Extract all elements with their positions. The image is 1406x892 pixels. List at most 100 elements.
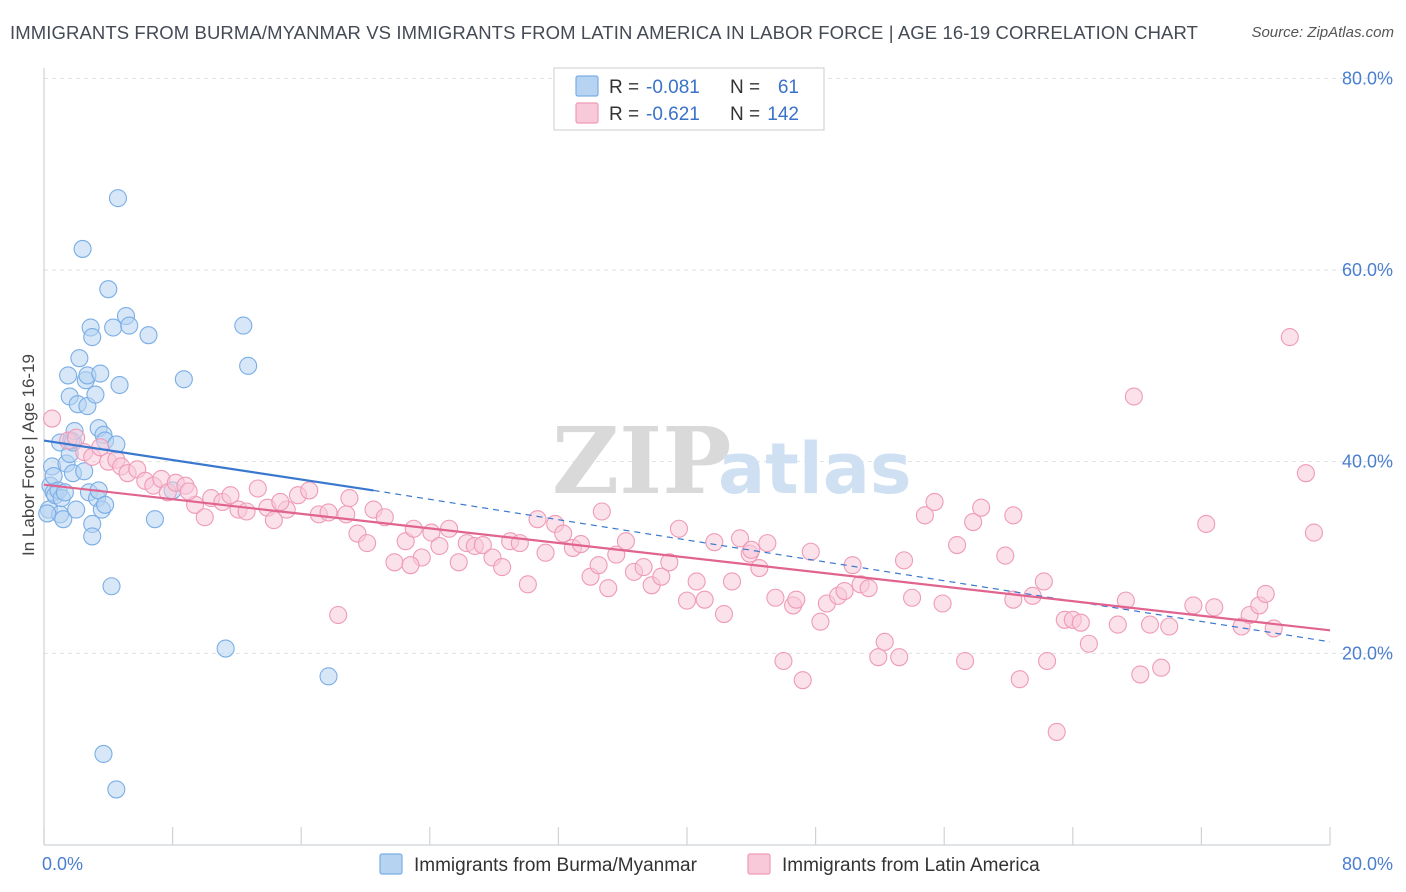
point-burma (73, 239, 92, 258)
point-latin-america (599, 579, 618, 598)
point-latin-america (404, 519, 423, 538)
point-burma (120, 316, 139, 335)
point-latin-america (1280, 328, 1299, 347)
trend-line-latin-america (43, 483, 1331, 632)
point-latin-america (195, 508, 214, 527)
point-burma (139, 326, 158, 345)
point-latin-america (1124, 387, 1143, 406)
point-latin-america (742, 540, 761, 559)
legend-r-value: -0.081 (646, 77, 700, 98)
point-latin-america (42, 409, 62, 428)
point-burma (99, 280, 118, 299)
point-latin-america (1296, 464, 1315, 483)
point-latin-america (933, 594, 952, 613)
point-latin-america (1256, 584, 1275, 603)
point-burma (91, 364, 110, 383)
point-burma (234, 316, 253, 335)
point-latin-america (948, 536, 967, 555)
point-latin-america (915, 506, 934, 525)
point-latin-america (1004, 506, 1023, 525)
point-latin-america (1108, 615, 1127, 634)
watermark-atlas: atlas (718, 428, 912, 510)
point-latin-america (449, 553, 468, 572)
point-latin-america (714, 604, 734, 624)
series-latin-america-points (42, 328, 1323, 741)
y-tick-label: 60.0% (1342, 260, 1393, 280)
point-burma (38, 504, 57, 523)
legend-r-label: R = (609, 104, 639, 125)
point-burma (70, 349, 89, 368)
legend: R = -0.081 N = 61 R = -0.621 N = 142 (553, 67, 825, 131)
point-latin-america (237, 502, 256, 521)
point-latin-america (859, 579, 878, 598)
point-latin-america (1071, 613, 1090, 632)
y-axis-label: In Labor Force | Age 16-19 (19, 354, 38, 556)
point-latin-america (730, 529, 750, 548)
watermark-zip: ZIP (552, 407, 731, 515)
point-latin-america (616, 532, 635, 551)
point-burma (107, 780, 126, 799)
point-latin-america (811, 612, 830, 631)
point-burma (145, 510, 164, 529)
point-latin-america (1131, 665, 1150, 684)
point-latin-america (1034, 572, 1053, 591)
point-burma (86, 385, 105, 404)
point-burma (174, 370, 193, 389)
chart-title: IMMIGRANTS FROM BURMA/MYANMAR VS IMMIGRA… (10, 22, 1198, 43)
point-latin-america (652, 567, 671, 586)
point-latin-america (793, 671, 812, 690)
point-latin-america (835, 582, 854, 601)
point-burma (102, 577, 121, 596)
point-latin-america (758, 534, 777, 553)
trend-line-burma (43, 439, 374, 492)
point-latin-america (787, 590, 806, 609)
point-burma (108, 189, 127, 208)
point-burma (83, 328, 102, 347)
point-latin-america (956, 651, 975, 671)
point-latin-america (430, 536, 449, 556)
point-latin-america (358, 534, 377, 553)
point-burma (216, 639, 235, 658)
chart-source: Source: ZipAtlas.com (1251, 24, 1394, 41)
point-latin-america (996, 546, 1015, 565)
point-latin-america (695, 590, 714, 609)
point-latin-america (687, 572, 706, 591)
point-latin-america (875, 632, 894, 651)
legend-n-label: N = (730, 104, 760, 125)
point-burma (239, 356, 258, 375)
point-latin-america (179, 482, 198, 501)
point-latin-america (340, 489, 359, 508)
point-latin-america (493, 558, 512, 577)
point-latin-america (705, 533, 724, 552)
point-latin-america (634, 558, 653, 577)
point-latin-america (1197, 514, 1216, 534)
point-burma (83, 527, 102, 546)
point-latin-america (1079, 634, 1098, 653)
point-latin-america (1184, 596, 1203, 615)
axes (43, 68, 1331, 846)
point-latin-america (271, 492, 290, 511)
point-latin-america (1152, 658, 1171, 677)
point-latin-america (1010, 670, 1029, 689)
point-latin-america (677, 591, 697, 610)
point-latin-america (473, 536, 492, 555)
y-tick-label: 40.0% (1342, 452, 1393, 472)
series-burma-points (38, 189, 338, 799)
point-latin-america (890, 648, 909, 667)
legend-r-value: -0.621 (646, 104, 700, 125)
y-tick-label: 20.0% (1342, 643, 1393, 663)
legend-swatch-pink (575, 102, 599, 124)
point-burma (319, 667, 338, 686)
point-latin-america (972, 498, 991, 517)
trend-line-burma-extended (373, 489, 1331, 643)
point-latin-america (221, 486, 240, 505)
x-tick-label: 0.0% (42, 854, 83, 874)
point-latin-america (1160, 617, 1179, 636)
point-latin-america (385, 553, 404, 572)
point-burma (110, 375, 129, 395)
point-latin-america (536, 543, 555, 562)
point-latin-america (375, 508, 394, 527)
point-latin-america (964, 513, 983, 532)
point-latin-america (1304, 523, 1323, 542)
bottom-legend-swatch-pink (747, 853, 771, 875)
